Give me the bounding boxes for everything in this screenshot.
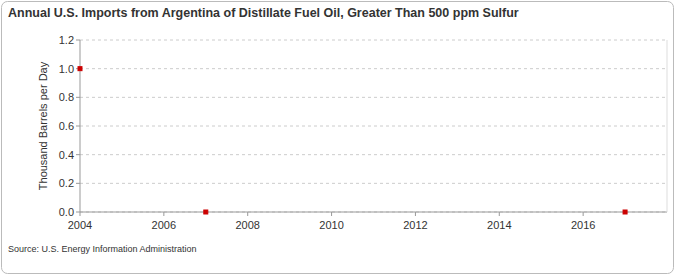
grid-line (80, 212, 667, 213)
tick (415, 212, 416, 216)
y-tick-label: 1.2 (59, 34, 74, 46)
frame (2, 2, 674, 274)
y-tick-label: 0.0 (59, 206, 74, 218)
y-tick-label: 0.4 (59, 149, 74, 161)
plot-area (80, 40, 667, 212)
source: Source: U.S. Energy Information Administ… (8, 244, 197, 254)
x-tick-label: 2014 (487, 219, 511, 231)
marker (78, 67, 82, 71)
tick (583, 212, 584, 216)
tick (499, 212, 500, 216)
grid-line (80, 97, 667, 98)
y-axis (80, 40, 81, 212)
grid-line (80, 126, 667, 127)
tick (80, 212, 81, 216)
x-tick-label: 2016 (571, 219, 595, 231)
tick (76, 212, 80, 213)
tick (163, 212, 164, 216)
y-tick-label: 0.6 (59, 120, 74, 132)
y-tick-label: 1.0 (59, 63, 74, 75)
x-tick-label: 2010 (319, 219, 343, 231)
y-tick-label: 0.2 (59, 177, 74, 189)
y-tick-label: 0.8 (59, 91, 74, 103)
grid-line (80, 183, 667, 184)
x-tick-label: 2004 (68, 219, 92, 231)
marker (623, 210, 627, 214)
x-tick-label: 2012 (403, 219, 427, 231)
tick (76, 97, 80, 98)
x-axis (80, 212, 667, 213)
marker (204, 210, 208, 214)
tick (76, 126, 80, 127)
plot-edge (667, 40, 668, 212)
tick (76, 183, 80, 184)
grid-line (80, 40, 667, 41)
tick (247, 212, 248, 216)
tick (331, 212, 332, 216)
chart: Annual U.S. Imports from Argentina of Di… (0, 0, 675, 275)
grid-line (80, 68, 667, 69)
x-tick-label: 2006 (152, 219, 176, 231)
series-group (78, 67, 627, 214)
tick (76, 40, 80, 41)
title: Annual U.S. Imports from Argentina of Di… (8, 6, 519, 20)
tick (76, 154, 80, 155)
y-label: Thousand Barrels per Day (37, 61, 49, 190)
x-tick-label: 2008 (235, 219, 259, 231)
grid-line (80, 154, 667, 155)
